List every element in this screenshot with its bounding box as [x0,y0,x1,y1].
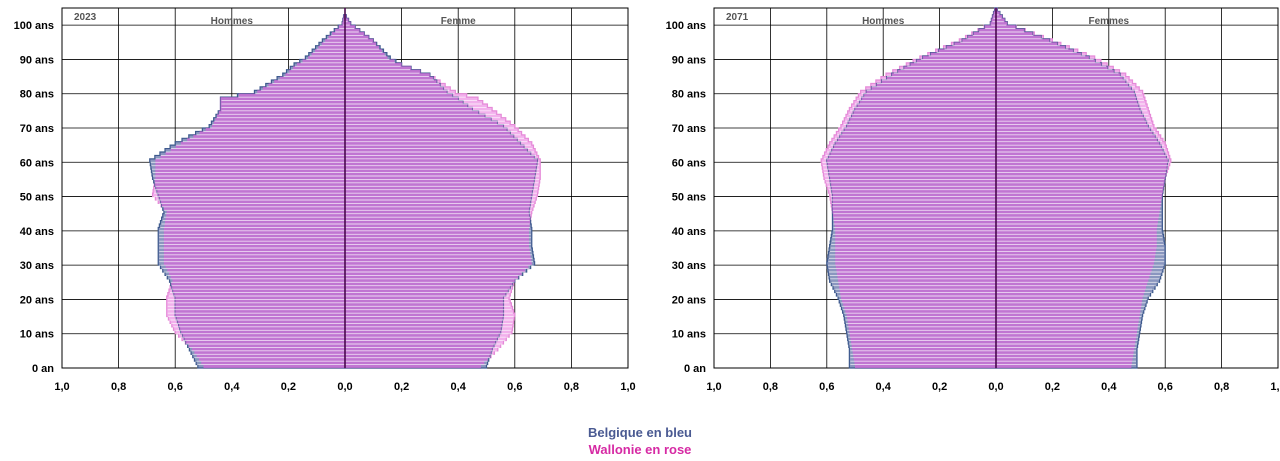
y-tick-label: 30 ans [20,260,54,272]
y-tick-label: 60 ans [20,157,54,169]
x-tick-label: 0,2 [394,381,409,393]
year-label: 2023 [74,12,97,23]
pyramid-2071: 1,00,80,60,40,20,00,20,40,60,81,00 an10 … [666,7,1280,393]
x-tick-label: 0,6 [168,381,183,393]
y-tick-label: 0 an [684,363,706,375]
y-tick-label: 70 ans [20,123,54,135]
x-tick-label: 0,4 [224,381,240,393]
y-tick-labels: 0 an 10 ans 20 ans 30 ans 40 ans 50 ans 60 ans… [14,20,55,375]
x-tick-label: 0,4 [1101,381,1117,393]
y-tick-label: 0 an [32,363,54,375]
x-tick-label: 0,8 [111,381,126,393]
y-tick-label: 40 ans [20,226,54,238]
y-tick-label: 50 ans [20,192,54,204]
age-bar-separators [150,17,540,366]
y-tick-labels: 0 an 10 ans 20 ans 30 ans 40 ans 50 ans 60 ans… [666,20,707,375]
x-tick-label: 1,0 [706,381,721,393]
x-tick-label: 0,8 [763,381,778,393]
y-tick-label: 90 ans [20,54,54,66]
x-tick-label: 1,0 [1270,381,1280,393]
x-tick-labels: 1,0 0,8 0,6 0,4 0,2 0,0 0,2 0,4 0,6 0,8 1,0 [54,381,635,393]
y-tick-label: 10 ans [672,329,706,341]
series-wallonie-hommes [154,14,345,368]
women-label: Femmes [1089,16,1130,27]
x-tick-label: 0,0 [988,381,1003,393]
legend-belgium: Belgique en bleu [587,425,692,440]
x-tick-label: 0,2 [1045,381,1060,393]
x-tick-label: 0,8 [1214,381,1229,393]
y-tick-label: 100 ans [666,20,706,32]
y-tick-label: 20 ans [672,294,706,306]
x-tick-label: 0,6 [1158,381,1173,393]
x-tick-label: 1,0 [620,381,635,393]
x-tick-label: 0,2 [932,381,947,393]
y-tick-label: 80 ans [20,89,54,101]
legend-wallonia: Wallonie en rose [588,442,692,457]
y-tick-label: 30 ans [672,260,706,272]
series-wallonie-femmes [345,14,538,368]
age-bar-separators [822,10,1170,366]
y-tick-label: 10 ans [20,329,54,341]
x-tick-label: 0,6 [819,381,834,393]
y-tick-label: 40 ans [672,226,706,238]
x-tick-labels: 1,0 0,8 0,6 0,4 0,2 0,0 0,2 0,4 0,6 0,8 1,0 [706,381,1280,393]
women-label: Femme [441,16,476,27]
x-tick-label: 0,6 [507,381,522,393]
y-tick-label: 70 ans [672,123,706,135]
year-label: 2071 [726,12,749,23]
pyramid-2023: 1,0 0,8 0,6 0,4 0,2 0,0 0,2 0,4 0,6 0,8 1,00 an10 … [14,7,636,393]
series-wallonie-hommes [826,8,996,368]
x-tick-label: 0,2 [281,381,296,393]
y-tick-label: 50 ans [672,192,706,204]
x-tick-label: 1,0 [54,381,69,393]
x-tick-label: 0,4 [451,381,467,393]
y-tick-label: 100 ans [14,20,54,32]
x-tick-label: 0,4 [876,381,892,393]
x-tick-label: 0,8 [564,381,579,393]
y-tick-label: 90 ans [672,54,706,66]
y-tick-label: 20 ans [20,294,54,306]
men-label: Hommes [211,16,254,27]
x-tick-label: 0,0 [337,381,352,393]
series-wallonie-femmes [996,8,1169,368]
men-label: Hommes [862,16,905,27]
y-tick-label: 60 ans [672,157,706,169]
y-tick-label: 80 ans [672,89,706,101]
